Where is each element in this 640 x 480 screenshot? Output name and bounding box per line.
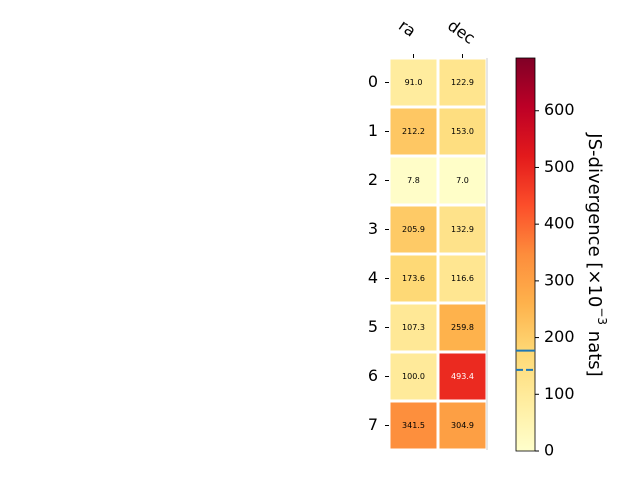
colorbar-label-unit: nats] xyxy=(584,325,605,377)
colorbar-tick-label: 500 xyxy=(544,157,575,176)
colorbar: 0 100 200 300 400 500 600 xyxy=(515,57,575,460)
row-tick-label: 4 xyxy=(368,268,378,287)
row-tick-label: 2 xyxy=(368,170,378,189)
row-tick-label: 1 xyxy=(368,121,378,140)
cell-value-label: 7.0 xyxy=(456,176,469,185)
heatmap-cell xyxy=(439,157,486,204)
heatmap-cell xyxy=(390,255,437,302)
heatmap-cell xyxy=(439,353,486,400)
heatmap-cell xyxy=(390,402,437,449)
cell-value-label: 493.4 xyxy=(451,372,474,381)
cell-value-label: 122.9 xyxy=(451,78,474,87)
heatmap-cell xyxy=(439,304,486,351)
colorbar-tick-label: 400 xyxy=(544,214,575,233)
column-tick-labels: ra dec xyxy=(395,16,479,58)
heatmap-cell xyxy=(439,402,486,449)
cell-value-label: 173.6 xyxy=(402,274,425,283)
row-tick-labels: 0 1 2 3 4 5 6 7 xyxy=(368,72,389,434)
colorbar-label-exponent: −3 xyxy=(596,307,610,325)
row-tick-label: 7 xyxy=(368,415,378,434)
colorbar-label: JS-divergence [×10−3 nats] xyxy=(584,132,610,376)
colorbar-tick-label: 600 xyxy=(544,100,575,119)
colorbar-label-main: JS-divergence [×10 xyxy=(584,132,605,307)
colorbar-tick-label: 300 xyxy=(544,270,575,289)
cell-value-label: 100.0 xyxy=(402,372,425,381)
colorbar-tick-label: 100 xyxy=(544,384,575,403)
heatmap-cell xyxy=(439,59,486,106)
cell-value-label: 91.0 xyxy=(405,78,423,87)
colorbar-tick-label: 200 xyxy=(544,327,575,346)
heatmap-cell xyxy=(439,108,486,155)
colorbar-tick-label: 0 xyxy=(544,441,554,460)
column-tick-label: ra xyxy=(395,16,419,41)
cell-value-label: 212.2 xyxy=(402,127,425,136)
heatmap-cell xyxy=(390,108,437,155)
row-tick-label: 0 xyxy=(368,72,378,91)
cell-value-label: 107.3 xyxy=(402,323,425,332)
cell-value-label: 304.9 xyxy=(451,421,474,430)
cell-value-label: 259.8 xyxy=(451,323,474,332)
cell-value-label: 116.6 xyxy=(451,274,474,283)
heatmap-cell xyxy=(439,206,486,253)
heatmap-cell xyxy=(390,353,437,400)
row-tick-label: 3 xyxy=(368,219,378,238)
column-tick-label: dec xyxy=(444,16,478,48)
cell-value-label: 153.0 xyxy=(451,127,474,136)
cell-value-label: 341.5 xyxy=(402,421,425,430)
colorbar-gradient xyxy=(515,57,536,452)
heatmap-cell xyxy=(390,59,437,106)
cell-value-label: 7.8 xyxy=(407,176,420,185)
heatmap-cell xyxy=(390,157,437,204)
heatmap-cell xyxy=(390,206,437,253)
cell-value-label: 132.9 xyxy=(451,225,474,234)
row-tick-label: 5 xyxy=(368,317,378,336)
row-tick-label: 6 xyxy=(368,366,378,385)
heatmap-cells: 91.0 122.9 212.2 153.0 7.8 7.0 205.9 132.9 173.6… xyxy=(390,58,488,450)
heatmap-cell xyxy=(439,255,486,302)
cell-value-label: 205.9 xyxy=(402,225,425,234)
heatmap-cell xyxy=(390,304,437,351)
